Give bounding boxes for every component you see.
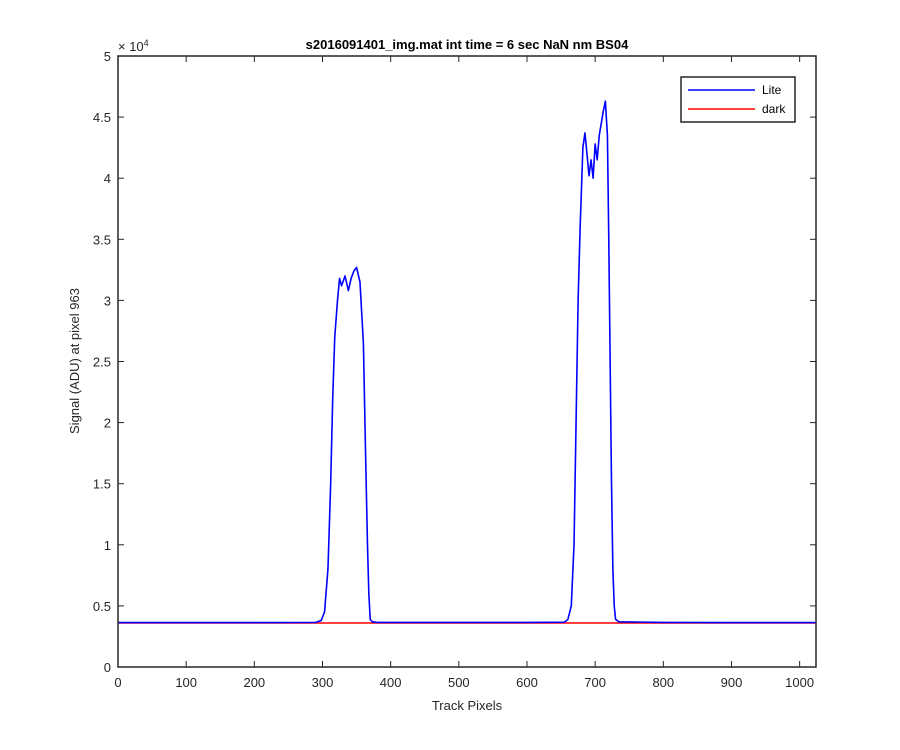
y-tick-label: 2.5 <box>93 355 111 370</box>
series-line-lite <box>118 100 816 624</box>
y-axis-label: Signal (ADU) at pixel 963 <box>67 288 82 434</box>
y-exponent-label: × 104 <box>118 38 149 54</box>
y-exponent: 4 <box>144 38 149 48</box>
x-ticks: 0 100 200 300 400 500 600 700 800 900 1000 <box>114 56 814 690</box>
y-tick-label: 4 <box>104 171 111 186</box>
legend: Lite dark <box>680 76 796 123</box>
y-tick-label: 0.5 <box>93 599 111 614</box>
y-tick-label: 4.5 <box>93 110 111 125</box>
x-tick-label: 100 <box>175 675 197 690</box>
x-tick-label: 600 <box>516 675 538 690</box>
x-tick-label: 1000 <box>785 675 814 690</box>
x-tick-label: 0 <box>114 675 121 690</box>
x-tick-label: 700 <box>584 675 606 690</box>
series-layer <box>118 100 816 624</box>
plot-area <box>118 56 816 667</box>
y-tick-label: 2 <box>104 416 111 431</box>
chart-title: s2016091401_img.mat int time = 6 sec NaN… <box>306 37 629 52</box>
x-tick-label: 800 <box>652 675 674 690</box>
x-tick-label: 300 <box>312 675 334 690</box>
legend-label-lite: Lite <box>762 83 782 97</box>
legend-label-dark: dark <box>762 102 786 116</box>
y-tick-label: 0 <box>104 660 111 675</box>
x-axis-label: Track Pixels <box>432 698 503 713</box>
y-tick-label: 5 <box>104 49 111 64</box>
x-tick-label: 500 <box>448 675 470 690</box>
y-tick-label: 3 <box>104 293 111 308</box>
x-tick-label: 900 <box>721 675 743 690</box>
y-tick-label: 1 <box>104 538 111 553</box>
y-tick-label: 3.5 <box>93 232 111 247</box>
y-ticks: 0 0.5 1 1.5 2 2.5 3 3.5 4 4.5 5 <box>93 49 816 675</box>
y-tick-label: 1.5 <box>93 477 111 492</box>
legend-box <box>680 76 796 123</box>
x-tick-label: 400 <box>380 675 402 690</box>
x-tick-label: 200 <box>243 675 265 690</box>
